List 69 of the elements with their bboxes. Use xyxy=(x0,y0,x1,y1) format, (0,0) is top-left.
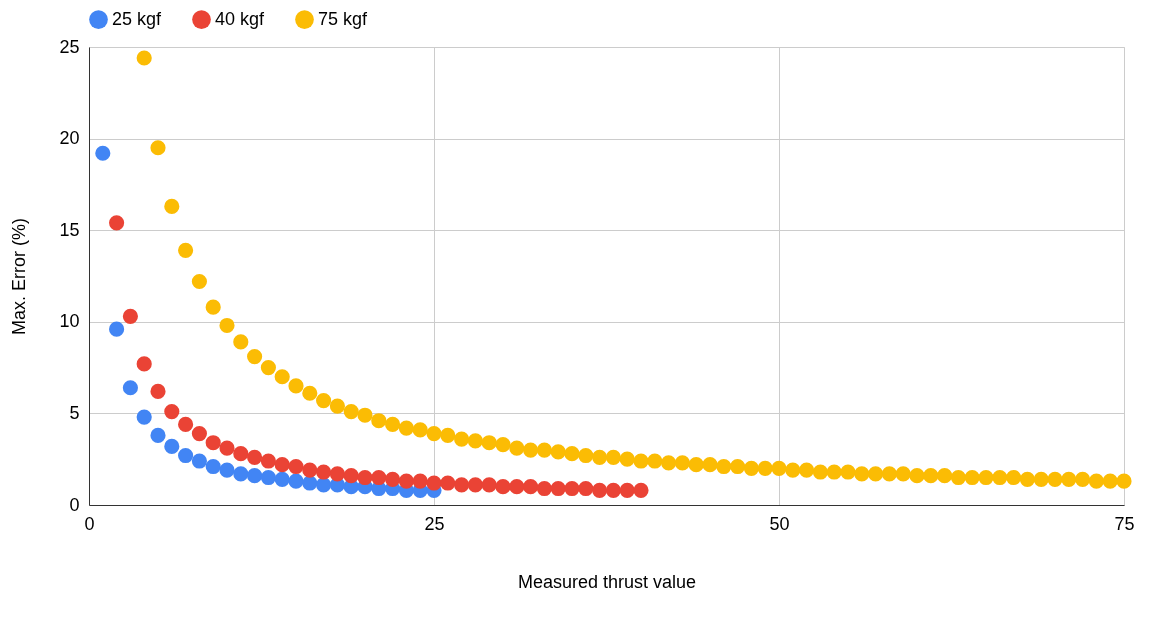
point xyxy=(550,480,566,497)
x-tick-label: 0 xyxy=(84,513,95,534)
point xyxy=(260,453,276,469)
point xyxy=(426,475,442,491)
point xyxy=(274,457,290,473)
y-tick-label: 15 xyxy=(59,219,80,240)
y-tick-label: 10 xyxy=(59,311,80,332)
x-tick-label: 75 xyxy=(1114,513,1135,534)
point xyxy=(288,458,304,475)
point xyxy=(564,480,580,497)
point xyxy=(178,416,194,432)
point xyxy=(357,469,373,486)
point xyxy=(109,215,125,231)
point xyxy=(150,427,166,443)
y-tick-label: 20 xyxy=(59,128,80,149)
legend-label: 40 kgf xyxy=(215,8,266,29)
point xyxy=(619,482,635,498)
legend-label: 75 kgf xyxy=(318,8,369,29)
point xyxy=(288,473,304,489)
point xyxy=(109,321,125,337)
point xyxy=(509,479,525,495)
y-tick-label: 5 xyxy=(69,402,80,423)
point xyxy=(233,466,249,482)
point xyxy=(122,380,138,396)
point xyxy=(329,466,345,482)
point xyxy=(454,477,470,493)
point xyxy=(247,449,263,465)
point xyxy=(592,482,608,498)
point xyxy=(205,458,221,475)
point xyxy=(481,477,497,493)
point xyxy=(467,477,483,493)
point xyxy=(122,308,138,324)
point xyxy=(164,438,180,454)
point xyxy=(605,482,621,498)
point xyxy=(371,469,387,486)
point xyxy=(316,464,332,480)
point xyxy=(398,473,414,489)
x-tick-label: 50 xyxy=(769,513,790,534)
point xyxy=(219,462,235,478)
point xyxy=(412,473,428,489)
point xyxy=(136,409,152,425)
y-tick-label: 25 xyxy=(59,36,80,57)
y-tick-label: 0 xyxy=(69,494,80,515)
point xyxy=(191,453,207,469)
point xyxy=(191,425,207,442)
point xyxy=(136,356,152,372)
point xyxy=(495,479,511,495)
point xyxy=(205,435,221,451)
point xyxy=(385,471,401,487)
point xyxy=(343,468,359,484)
point xyxy=(219,440,235,456)
point xyxy=(440,475,456,491)
point xyxy=(95,145,111,161)
x-tick-label: 25 xyxy=(424,513,445,534)
x-axis-title: Measured thrust value xyxy=(517,571,697,592)
point xyxy=(523,479,539,495)
point xyxy=(578,480,594,497)
point xyxy=(633,482,649,498)
point xyxy=(247,468,263,484)
point xyxy=(302,462,318,478)
point xyxy=(536,480,552,497)
point xyxy=(178,447,194,464)
point xyxy=(233,446,249,462)
point xyxy=(260,469,276,486)
point xyxy=(274,471,290,487)
legend-label: 25 kgf xyxy=(112,8,163,29)
point xyxy=(164,404,180,420)
y-axis-title: Max. Error (%) xyxy=(9,218,30,335)
point xyxy=(150,383,166,399)
